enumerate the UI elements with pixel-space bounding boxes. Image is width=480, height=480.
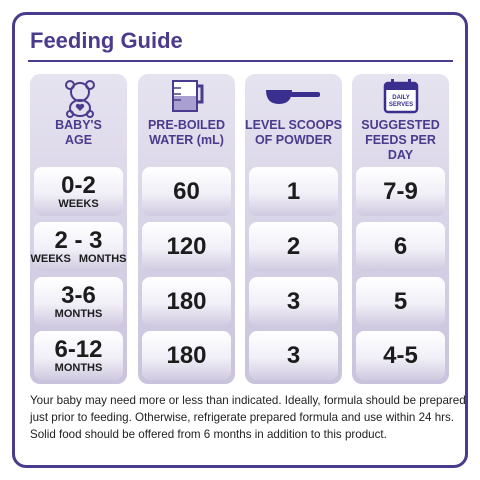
table-cell: 1 [249, 167, 338, 216]
calendar-text: SERVES [389, 102, 413, 108]
table-cell: 180 [142, 331, 231, 380]
cell-value: 60 [173, 177, 200, 205]
table-cell: 0-2 WEEKS [34, 167, 123, 216]
unit-word: MONTHS [54, 307, 103, 320]
unit-word: WEEKS [58, 197, 99, 210]
table-cell: 6-12 MONTHS [34, 331, 123, 380]
cell-value: 180 [166, 341, 207, 369]
header-line: SUGGESTED [361, 118, 440, 132]
header-line: AGE [64, 133, 93, 147]
unit-word: MONTHS [54, 361, 103, 374]
cell-value: 2 - 3 [54, 226, 103, 254]
calendar-text: DAILY [392, 95, 409, 101]
title: Feeding Guide [30, 28, 183, 53]
cell-unit: MONTHS [55, 362, 103, 374]
cell-value: 3-6 [61, 281, 96, 309]
calendar-icon: DAILY SERVES [383, 79, 419, 114]
footer-note: Your baby may need more or less than ind… [30, 392, 466, 443]
table-cell: 120 [142, 222, 231, 271]
cell-value: 2 [286, 232, 301, 260]
cell-value: 1 [286, 177, 301, 205]
header-line: OF POWDER [254, 133, 333, 147]
cell-value: 0-2 [61, 171, 96, 199]
footer-line: just prior to feeding. Otherwise, refrig… [30, 411, 455, 424]
cell-value: 7-9 [383, 177, 418, 205]
table-cell: 3-6 MONTHS [34, 277, 123, 326]
table-cell: 3 [249, 331, 338, 380]
title-rule [28, 60, 453, 62]
unit-word: WEEKS [30, 252, 71, 265]
teddy-icon [65, 80, 95, 118]
column-header: SUGGESTED FEEDS PER DAY [352, 118, 449, 163]
cell-value: 6 [393, 232, 408, 260]
column-header: BABY'S AGE [30, 118, 127, 148]
header-line: FEEDS PER DAY [365, 133, 436, 162]
scoop-icon [266, 90, 320, 104]
cell-value: 120 [166, 232, 207, 260]
table-cell: 180 [142, 277, 231, 326]
cell-value: 5 [393, 287, 408, 315]
unit-word: MONTHS [78, 252, 127, 265]
jug-icon [172, 80, 204, 112]
header-line: BABY'S [55, 118, 102, 132]
column-header: PRE-BOILED WATER (mL) [138, 118, 235, 148]
table-cell: 2 [249, 222, 338, 271]
header-line: WATER (mL) [149, 133, 224, 147]
table-cell: 3 [249, 277, 338, 326]
cell-unit: MONTHS [55, 308, 103, 320]
table-cell: 2 - 3 WEEKS MONTHS [31, 222, 127, 271]
column-header: LEVEL SCOOPS OF POWDER [245, 118, 342, 148]
table-cell: 5 [356, 277, 445, 326]
cell-value: 3 [286, 287, 301, 315]
cell-value: 4-5 [383, 341, 418, 369]
cell-value: 6-12 [54, 335, 103, 363]
cell-unit: WEEKS [58, 198, 98, 210]
cell-value: 3 [286, 341, 301, 369]
footer-line: Solid food should be offered from 6 mont… [30, 428, 387, 441]
table-cell: 60 [142, 167, 231, 216]
cell-unit: WEEKS MONTHS [31, 253, 127, 265]
header-line: PRE-BOILED [147, 118, 226, 132]
table-cell: 7-9 [356, 167, 445, 216]
header-line: LEVEL SCOOPS [245, 118, 343, 132]
cell-value: 180 [166, 287, 207, 315]
table-cell: 4-5 [356, 331, 445, 380]
footer-line: Your baby may need more or less than ind… [30, 394, 466, 407]
table-cell: 6 [356, 222, 445, 271]
